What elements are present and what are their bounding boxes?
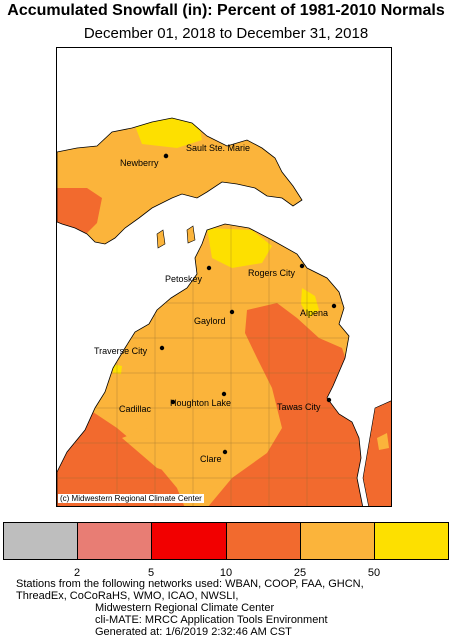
city-label: Alpena [300,308,328,318]
footer-line: Midwestern Regional Climate Center [95,602,275,614]
city-label: Newberry [120,158,159,168]
legend-tick: 50 [367,567,381,579]
city-tawas-city: Tawas City [277,397,332,412]
city-label: Clare [200,454,222,464]
legend-swatch [152,523,227,559]
footer-notes: Stations from the following networks use… [0,578,452,638]
city-newberry: Newberry [120,153,169,168]
footer-line: Generated at: 1/6/2019 2:32:46 AM CST [95,626,292,638]
city-rogers-city: Rogers City [248,263,305,278]
city-cadillac: Cadillac [119,399,176,414]
city-alpena: Alpena [300,303,337,318]
legend-tick: 5 [147,567,155,579]
legend-swatch [4,523,79,559]
city-gaylord: Gaylord [194,309,235,326]
map-credit: (c) Midwestern Regional Climate Center [58,494,204,503]
city-petoskey: Petoskey [165,265,212,284]
legend-tick: 10 [219,567,233,579]
legend-swatch [226,523,301,559]
city-label: Houghton Lake [170,398,231,408]
footer-line: ThreadEx, CoCoRaHS, WMO, ICAO, NWSLI, [16,590,239,602]
snowfall-map: Sault Ste. Marie Newberry Petoskey Roger… [57,48,391,506]
map-subtitle: December 01, 2018 to December 31, 2018 [83,25,369,42]
legend-swatch [374,523,449,559]
city-clare: Clare [200,449,228,464]
city-traverse-city: Traverse City [94,345,165,356]
city-label: Gaylord [194,316,226,326]
footer-line: Stations from the following networks use… [16,578,364,590]
city-houghton-lake: Houghton Lake [170,391,231,408]
map-title: Accumulated Snowfall (in): Percent of 19… [7,2,445,19]
city-label: Cadillac [119,404,152,414]
map-frame: Sault Ste. Marie Newberry Petoskey Roger… [56,47,392,507]
color-legend [3,522,449,560]
legend-swatch [78,523,153,559]
legend-swatch [300,523,375,559]
city-label: Sault Ste. Marie [186,143,250,153]
legend-tick: 25 [293,567,307,579]
city-label: Traverse City [94,346,148,356]
city-label: Petoskey [165,274,203,284]
legend-tick: 2 [73,567,81,579]
city-label: Rogers City [248,268,296,278]
footer-line: cli-MATE: MRCC Application Tools Environ… [95,614,328,626]
city-label: Tawas City [277,402,321,412]
